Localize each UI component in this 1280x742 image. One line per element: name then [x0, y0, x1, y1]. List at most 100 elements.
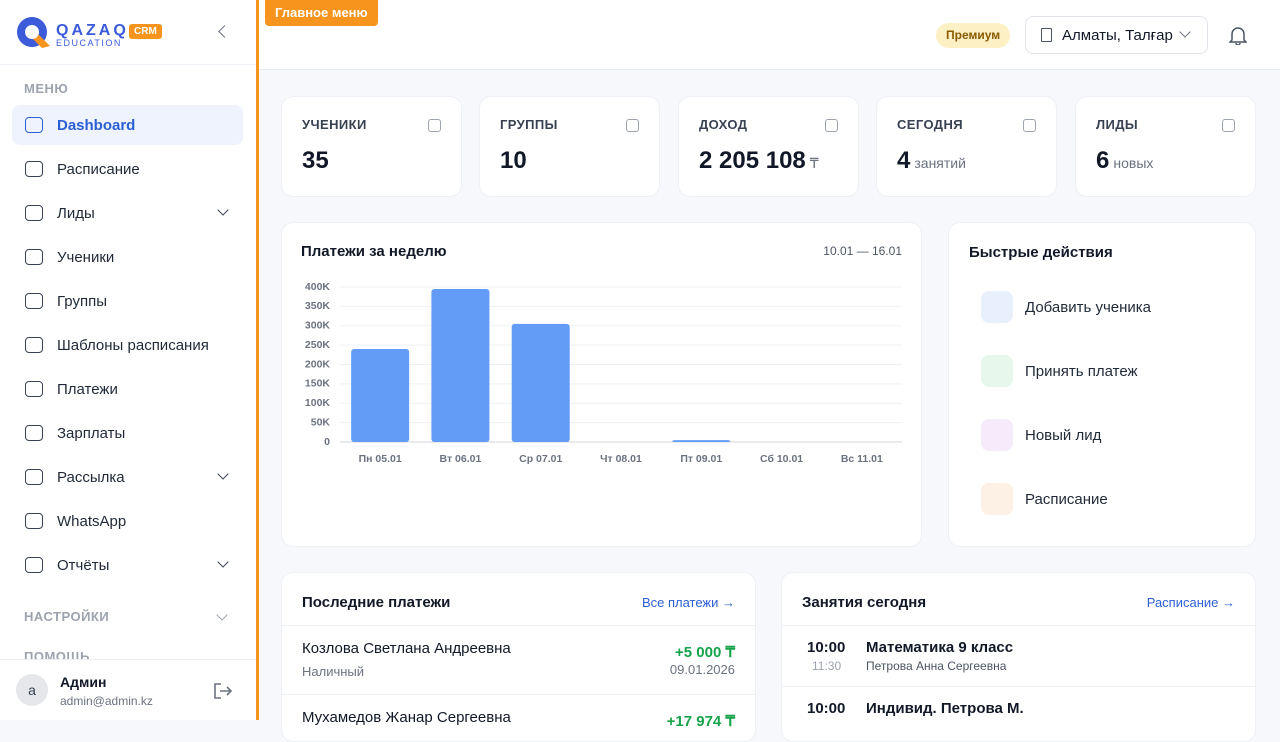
nav-item[interactable]: Расписание: [12, 149, 243, 189]
quick-action[interactable]: Расписание: [981, 483, 1108, 515]
card-title: Последние платежи: [302, 594, 451, 611]
logout-button[interactable]: [213, 682, 233, 700]
nav-label: WhatsApp: [57, 512, 127, 530]
y-tick-label: 400K: [305, 281, 331, 293]
date: 09.01.2026: [669, 662, 735, 677]
nav-label: Ученики: [57, 248, 115, 266]
stat-unit: новых: [1113, 155, 1154, 171]
stat-value: 2 205 108 ₸: [699, 147, 819, 175]
link[interactable]: Все платежи →: [641, 595, 735, 610]
stat-icon: [428, 119, 441, 132]
section-label: МЕНЮ: [24, 81, 69, 96]
stat-icon: [1222, 119, 1235, 132]
bar: [672, 440, 731, 442]
chevron: [217, 556, 229, 568]
quick-action[interactable]: Принять платеж: [981, 355, 1138, 387]
action-label: Новый лид: [1025, 426, 1102, 444]
avatar: a: [16, 674, 48, 706]
chevron: [217, 468, 229, 480]
sidebar: QAZAQ EDUCATION CRM МЕНЮ Dashboard Распис…: [0, 0, 259, 720]
nav-item[interactable]: Зарплаты: [12, 413, 243, 453]
x-tick-label: Вт 06.01: [440, 453, 482, 465]
lesson-end: 11:30: [812, 659, 842, 673]
nav-icon: [25, 249, 43, 265]
y-tick-label: 100K: [305, 397, 331, 409]
nav-item[interactable]: Dashboard: [12, 105, 243, 145]
main-menu-tag: Главное меню: [265, 0, 378, 26]
stat-card: ДОХОД 2 205 108 ₸: [678, 96, 859, 197]
nav-item[interactable]: Лиды: [12, 193, 243, 233]
x-tick-label: Пн 05.01: [359, 453, 402, 465]
y-tick-label: 50K: [311, 416, 331, 428]
nav-label: Платежи: [57, 380, 118, 398]
stat-value: 4 занятий: [897, 147, 966, 175]
quick-action[interactable]: Новый лид: [981, 419, 1101, 451]
stat-value: 10: [500, 147, 527, 175]
divider: [282, 694, 755, 695]
chart-subtitle: 10.01 — 16.01: [823, 244, 902, 258]
stat-number: 35: [302, 147, 329, 174]
stat-number: 4: [897, 147, 911, 174]
stat-label: СЕГОДНЯ: [897, 117, 963, 132]
nav-item[interactable]: Шаблоны расписания: [12, 325, 243, 365]
nav-icon: [25, 161, 43, 177]
premium-badge: Премиум: [936, 23, 1011, 48]
quick-action[interactable]: Добавить ученика: [981, 291, 1151, 323]
chart-title: Платежи за неделю: [301, 243, 447, 260]
nav-label: Лиды: [57, 204, 95, 222]
user-name: Админ: [60, 674, 107, 690]
y-tick-label: 0: [324, 436, 330, 448]
chevron: [1179, 26, 1191, 38]
action-icon: [981, 291, 1013, 323]
nav-item[interactable]: Платежи: [12, 369, 243, 409]
user-panel: a Админ admin@admin.kz: [0, 659, 256, 720]
nav-icon: [25, 293, 43, 309]
nav-label: Зарплаты: [57, 424, 126, 442]
y-tick-label: 200K: [305, 358, 331, 370]
nav-item[interactable]: Группы: [12, 281, 243, 321]
y-tick-label: 350K: [305, 300, 331, 312]
stat-card: СЕГОДНЯ 4 занятий: [876, 96, 1057, 197]
notifications-button[interactable]: [1229, 26, 1247, 45]
location-select[interactable]: Алматы, Талғар: [1025, 16, 1208, 54]
amount: +17 974 ₸: [666, 713, 735, 730]
logo-sub: EDUCATION: [56, 38, 122, 48]
stat-unit: ₸: [809, 155, 819, 171]
stat-unit: занятий: [914, 155, 966, 171]
nav-label: Рассылка: [57, 468, 125, 486]
nav-icon: [25, 513, 43, 529]
nav-icon: [25, 205, 43, 221]
card-title: Занятия сегодня: [802, 594, 927, 611]
action-label: Расписание: [1025, 490, 1108, 508]
nav-icon: [25, 557, 43, 573]
nav-icon: [25, 425, 43, 441]
teacher: Петрова Анна Сергеевна: [866, 659, 1007, 673]
chart: Платежи за неделю 10.01 — 16.01 0 50K 100K…: [301, 243, 902, 465]
stat-label: ГРУППЫ: [500, 117, 558, 132]
action-icon: [981, 355, 1013, 387]
stat-number: 6: [1096, 147, 1110, 174]
link[interactable]: Расписание →: [1146, 595, 1235, 610]
stat-card: ГРУППЫ 10: [479, 96, 660, 197]
lesson-name: Математика 9 класс: [866, 639, 1014, 656]
collapse-button[interactable]: [218, 25, 231, 38]
stat-card: УЧЕНИКИ 35: [281, 96, 462, 197]
nav-item[interactable]: Ученики: [12, 237, 243, 277]
crm-badge: CRM: [129, 24, 162, 39]
nav-item[interactable]: Рассылка: [12, 457, 243, 497]
section-label[interactable]: НАСТРОЙКИ: [24, 609, 110, 624]
nav-label: Отчёты: [57, 556, 110, 574]
card-title: Быстрые действия: [969, 244, 1113, 261]
x-tick-label: Сб 10.01: [760, 453, 803, 465]
bar: [351, 349, 410, 442]
divider: [782, 625, 1255, 626]
nav-label: Группы: [57, 292, 107, 310]
y-tick-label: 300K: [305, 320, 331, 332]
user-email: admin@admin.kz: [60, 694, 153, 708]
nav-item[interactable]: Отчёты: [12, 545, 243, 585]
x-tick-label: Пт 09.01: [680, 453, 722, 465]
logo-icon: [17, 17, 50, 48]
stat-icon: [626, 119, 639, 132]
payer: Мухамедов Жанар Сергеевна: [302, 709, 511, 726]
nav-item[interactable]: WhatsApp: [12, 501, 243, 541]
